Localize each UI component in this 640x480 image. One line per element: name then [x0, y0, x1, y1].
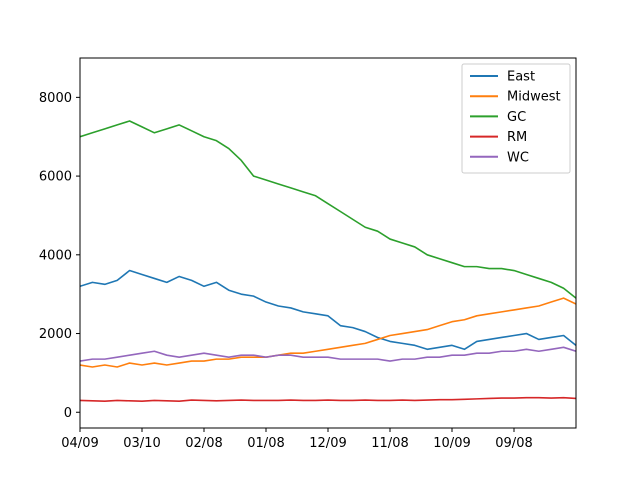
x-tick-label: 02/08 [185, 436, 222, 451]
legend-label-midwest: Midwest [507, 90, 561, 105]
legend: East Midwest GC RM WC [461, 63, 571, 174]
series-line-gc [80, 120, 576, 299]
y-tick-label: 2000 [39, 327, 72, 342]
x-tick-label: 10/09 [433, 436, 470, 451]
y-tick-label: 6000 [39, 170, 72, 185]
series-line-midwest [80, 297, 576, 368]
series-line-rm [80, 396, 576, 403]
series-line-wc [80, 346, 576, 362]
x-axis: 04/09 03/10 02/08 01/08 12/09 11/08 10/09 09/08 [61, 428, 533, 451]
y-tick-label: 8000 [39, 91, 72, 106]
series-line-east [80, 269, 576, 351]
x-tick-label: 03/10 [123, 436, 160, 451]
series-layer [80, 120, 576, 403]
y-tick-label: 0 [64, 406, 72, 421]
legend-label-rm: RM [507, 130, 527, 145]
legend-box [461, 63, 571, 174]
x-tick-label: 04/09 [61, 436, 98, 451]
x-tick-label: 09/08 [495, 436, 532, 451]
legend-label-east: East [507, 70, 535, 85]
x-tick-label: 12/09 [309, 436, 346, 451]
legend-label-wc: WC [507, 150, 529, 165]
y-axis: 0 2000 4000 6000 8000 [39, 91, 80, 421]
y-tick-label: 4000 [39, 248, 72, 263]
x-tick-label: 01/08 [247, 436, 284, 451]
x-tick-label: 11/08 [371, 436, 408, 451]
legend-label-gc: GC [507, 110, 526, 125]
